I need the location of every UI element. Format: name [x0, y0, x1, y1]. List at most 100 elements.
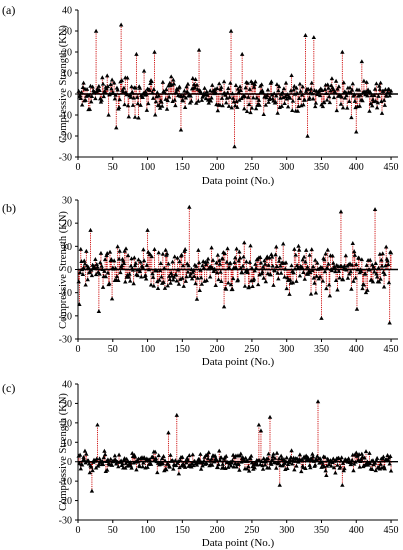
data-point: [148, 282, 154, 287]
data-point: [294, 262, 300, 267]
data-point: [116, 256, 122, 261]
data-point: [143, 276, 149, 281]
data-point: [116, 278, 121, 283]
data-point: [256, 422, 262, 427]
data-point: [246, 468, 252, 473]
data-point: [219, 455, 224, 460]
data-point: [199, 281, 205, 286]
data-point: [156, 453, 161, 458]
data-point: [234, 246, 239, 251]
data-point: [232, 260, 237, 264]
x-tick-label: 50: [108, 344, 118, 355]
data-point: [272, 268, 278, 273]
data-point: [225, 246, 230, 251]
data-point: [246, 94, 251, 99]
data-point: [333, 78, 339, 83]
data-point: [109, 462, 115, 467]
data-point: [201, 93, 206, 98]
stems: [78, 401, 392, 491]
data-point: [111, 80, 117, 85]
data-point: [352, 98, 358, 103]
data-point: [254, 95, 259, 100]
data-point: [99, 263, 104, 268]
data-point: [388, 454, 393, 459]
data-point: [383, 244, 389, 249]
data-point: [289, 448, 294, 453]
data-point: [378, 276, 383, 281]
data-point: [171, 77, 176, 82]
data-point: [104, 253, 109, 257]
y-tick-label: -30: [59, 516, 72, 527]
data-point: [157, 103, 162, 108]
data-point: [123, 279, 128, 284]
data-point: [252, 268, 257, 273]
data-point: [297, 81, 303, 86]
data-point: [162, 285, 168, 290]
data-point: [169, 74, 174, 79]
data-point: [164, 87, 169, 92]
data-point: [303, 466, 308, 470]
data-point: [196, 260, 202, 265]
data-point: [237, 255, 243, 260]
data-point: [308, 291, 314, 296]
y-tick-label: 40: [62, 380, 72, 391]
data-point: [196, 47, 202, 52]
y-tick-label: 30: [62, 399, 72, 410]
data-point: [194, 462, 200, 467]
data-point: [125, 253, 131, 258]
data-point: [263, 102, 269, 107]
data-point: [233, 255, 238, 260]
y-tick-label: 30: [62, 196, 72, 207]
data-point: [220, 461, 225, 466]
data-point: [370, 103, 375, 108]
data-point: [242, 94, 248, 99]
data-point: [131, 281, 136, 286]
data-point: [354, 450, 359, 455]
y-tick-label: 20: [62, 48, 72, 59]
data-point: [285, 104, 291, 109]
data-point: [259, 82, 264, 87]
data-point: [77, 270, 83, 275]
data-point: [266, 262, 271, 267]
data-point: [325, 247, 330, 252]
data-point: [97, 271, 102, 276]
data-point: [303, 247, 309, 252]
data-point: [180, 263, 186, 268]
data-point: [172, 97, 177, 102]
data-point: [137, 464, 143, 469]
data-point: [352, 452, 358, 457]
data-point: [373, 468, 378, 473]
data-point: [244, 259, 249, 264]
data-point: [315, 399, 321, 404]
data-point: [278, 270, 284, 275]
data-point: [123, 460, 129, 465]
data-point: [203, 96, 209, 101]
data-point: [326, 261, 331, 266]
data-point: [372, 93, 377, 98]
data-point: [122, 102, 127, 107]
data-point: [351, 461, 357, 466]
data-point: [210, 257, 216, 262]
data-point: [114, 125, 119, 130]
data-point: [255, 282, 261, 287]
data-point: [277, 482, 282, 487]
data-point: [282, 274, 287, 279]
data-point: [375, 100, 381, 105]
data-point: [209, 245, 214, 250]
data-point: [120, 461, 125, 466]
data-point: [290, 461, 295, 466]
y-tick-label: 20: [62, 418, 72, 429]
data-point: [262, 258, 267, 263]
data-point: [182, 247, 188, 251]
data-point: [274, 82, 280, 87]
data-point: [333, 269, 338, 274]
data-point: [383, 263, 388, 268]
data-point: [159, 456, 165, 460]
data-point: [232, 144, 237, 149]
data-point: [228, 80, 233, 85]
data-point: [237, 453, 243, 458]
x-tick-label: 100: [140, 344, 155, 355]
data-point: [237, 84, 243, 89]
data-point: [269, 79, 274, 84]
